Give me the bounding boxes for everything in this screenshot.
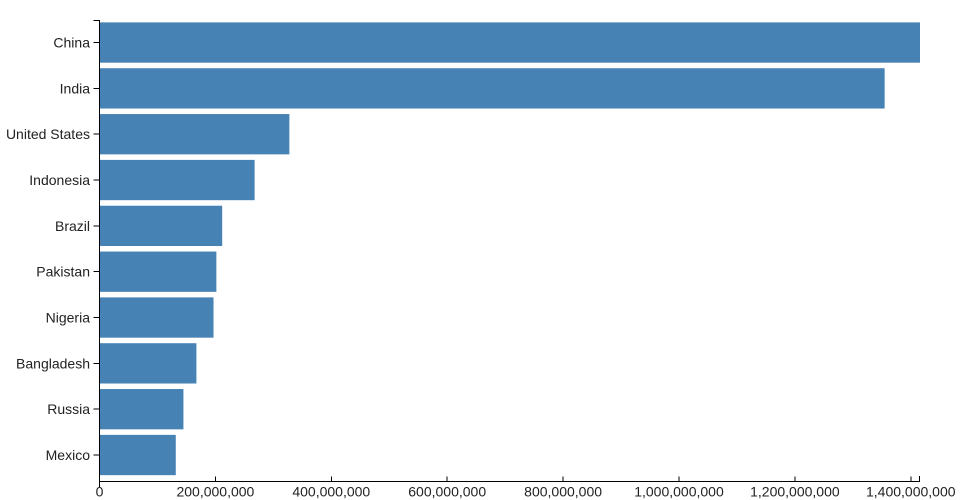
y-tick-label-indonesia: Indonesia	[29, 172, 90, 188]
bar-china	[100, 22, 920, 63]
y-tick-label-bangladesh: Bangladesh	[16, 355, 90, 371]
bar-nigeria	[100, 297, 214, 338]
bar-mexico	[100, 434, 176, 476]
x-tick-label: 800,000,000	[524, 484, 602, 500]
x-tick-label: 1,000,000,000	[634, 484, 724, 500]
bar-bangladesh	[100, 343, 197, 384]
bar-india	[100, 68, 885, 109]
bar-indonesia	[100, 159, 255, 201]
x-tick-label: 1,200,000,000	[750, 484, 840, 500]
y-axis-line	[93, 20, 100, 482]
x-tick-label: 0	[96, 484, 104, 500]
y-tick-label-mexico: Mexico	[46, 447, 91, 463]
y-tick-label-russia: Russia	[47, 401, 90, 417]
y-tick-label-pakistan: Pakistan	[36, 264, 90, 280]
bar-brazil	[100, 205, 223, 247]
bar-united-states	[100, 114, 290, 155]
y-tick-label-nigeria: Nigeria	[46, 309, 91, 325]
y-tick-label-united-states: United States	[6, 126, 90, 142]
x-axis-line	[99, 476, 920, 487]
bar-russia	[100, 389, 184, 430]
bar-pakistan	[100, 251, 217, 292]
y-tick-label-brazil: Brazil	[55, 218, 90, 234]
y-tick-label-india: India	[60, 80, 91, 96]
x-tick-label: 600,000,000	[408, 484, 486, 500]
y-tick-label-china: China	[53, 34, 90, 50]
x-tick-label: 1,400,000,000	[866, 484, 956, 500]
x-tick-label: 400,000,000	[292, 484, 370, 500]
x-tick-label: 200,000,000	[176, 484, 254, 500]
